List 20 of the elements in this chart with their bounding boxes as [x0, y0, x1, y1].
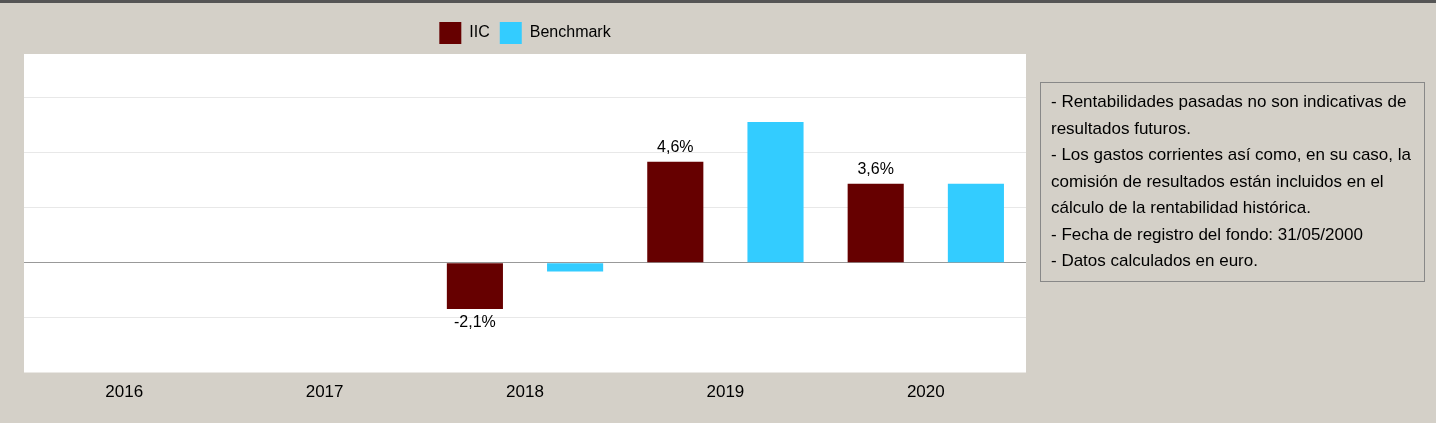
bar: [947, 183, 1004, 263]
legend-label: IIC: [469, 23, 490, 41]
x-tick-label: 2017: [305, 382, 344, 402]
x-tick-label: 2018: [506, 382, 544, 402]
text: - Datos calculados en euro.: [1051, 250, 1259, 272]
data-label: 3,6%: [857, 160, 894, 178]
x-tick-label: 2016: [105, 382, 144, 402]
bar: [747, 122, 804, 263]
data-label: 4,6%: [657, 138, 694, 156]
x-tick-label: 2020: [906, 382, 945, 402]
data-label: -2,1%: [454, 313, 496, 331]
bar: [647, 161, 704, 263]
bar: [547, 263, 604, 272]
x-tick-label: 2019: [706, 382, 745, 402]
text: - Los gastos corrientes así como, en su caso, la comisión de resultados están incluidos en el cálculo de la rentabilidad histórica.: [1051, 144, 1412, 219]
text: - Fecha de registro del fondo: 31/05/2000: [1051, 223, 1364, 246]
bar: [446, 263, 503, 309]
legend-label: Benchmark: [529, 23, 612, 41]
text: - Rentabilidades pasadas no son indicativas de resultados futuros.: [1051, 91, 1408, 140]
bar: [847, 183, 904, 263]
